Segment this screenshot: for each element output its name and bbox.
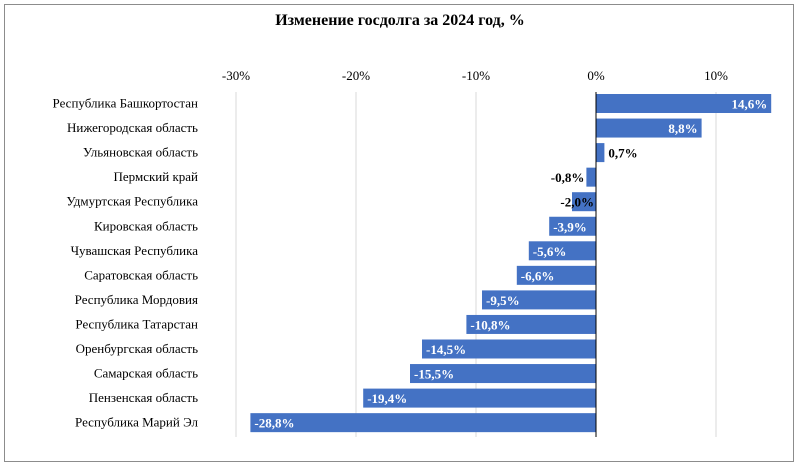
category-label: Самарская область: [94, 366, 198, 381]
category-label: Чувашская Республика: [71, 243, 199, 258]
value-label: -0,8%: [551, 170, 585, 185]
bar: [596, 94, 772, 113]
category-label: Республика Марий Эл: [75, 415, 198, 430]
category-label: Удмуртская Республика: [66, 194, 198, 209]
bar: [586, 167, 596, 187]
x-tick-labels: -30% -20% -10% 0% 10%: [222, 68, 728, 83]
category-label: Пермский край: [114, 169, 199, 184]
bar: [528, 241, 596, 261]
bar: [572, 192, 596, 212]
value-label: -6,6%: [521, 268, 555, 283]
bar: [596, 118, 702, 138]
bar: [596, 143, 605, 163]
bar: [516, 265, 596, 285]
category-label: Нижегородская область: [67, 120, 198, 135]
bars: [250, 94, 772, 433]
value-label: -10,8%: [470, 317, 510, 332]
category-label: Кировская область: [94, 218, 198, 233]
bar: [466, 314, 596, 334]
bar: [482, 290, 596, 310]
value-label: -15,5%: [414, 367, 454, 382]
value-label: -5,6%: [533, 244, 567, 259]
bar: [422, 339, 596, 359]
value-label: 0,7%: [608, 146, 637, 161]
category-label: Оренбургская область: [76, 341, 198, 356]
value-label: -9,5%: [486, 293, 520, 308]
bar: [250, 413, 596, 433]
category-label: Республика Башкортостан: [53, 96, 199, 111]
bar: [549, 216, 596, 236]
value-label: 8,8%: [668, 121, 697, 136]
x-tick-label: -10%: [462, 68, 490, 83]
bar: [363, 388, 596, 408]
value-label: -28,8%: [254, 416, 294, 431]
value-label: -14,5%: [426, 342, 466, 357]
category-label: Пензенская область: [89, 390, 198, 405]
category-label: Ульяновская область: [83, 145, 198, 160]
value-label: -2,0%: [560, 195, 594, 210]
x-tick-label: 10%: [704, 68, 728, 83]
chart-title: Изменение госдолга за 2024 год, %: [275, 12, 525, 29]
x-tick-label: -20%: [342, 68, 370, 83]
gridlines: [235, 92, 717, 437]
category-label: Республика Мордовия: [75, 292, 198, 307]
value-label: -3,9%: [553, 219, 587, 234]
x-tick-label: -30%: [222, 68, 250, 83]
category-labels: Республика Башкортостан Нижегородская обл…: [53, 96, 199, 430]
category-label: Республика Татарстан: [75, 316, 198, 331]
bar: [410, 364, 596, 384]
chart-frame: [4, 4, 794, 462]
value-label: 14,6%: [731, 97, 767, 112]
x-tick-label: 0%: [587, 68, 605, 83]
value-label: -19,4%: [367, 391, 407, 406]
value-labels: 14,6% 8,8% 0,7% -0,8% -2,0% -3,9% -5,6% -6,6%-9…: [254, 97, 767, 431]
category-label: Саратовская область: [84, 267, 198, 282]
